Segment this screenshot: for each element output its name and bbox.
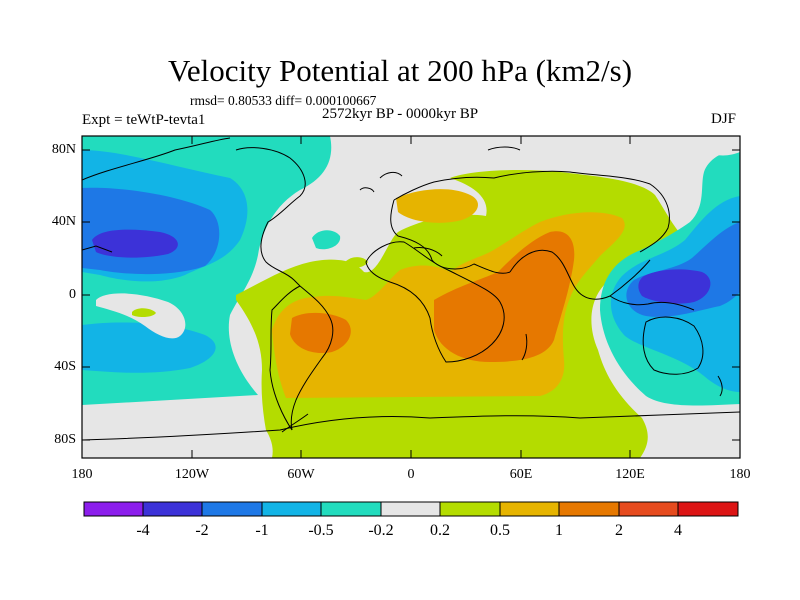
colorbar-swatch-1 bbox=[143, 502, 202, 516]
lon-ticks bbox=[81, 136, 741, 458]
colorbar-swatch-4 bbox=[321, 502, 381, 516]
lat-label-40s: 40S bbox=[54, 359, 76, 374]
region-atlantic-neg-spot bbox=[312, 230, 341, 250]
lat-label-40n: 40N bbox=[51, 214, 76, 229]
region-antarctic-neutral bbox=[82, 405, 273, 458]
colorbar-label-02: 0.2 bbox=[430, 522, 450, 539]
colorbar-label-neg2: -2 bbox=[195, 522, 209, 539]
colorbar-label-neg4: -4 bbox=[136, 522, 150, 539]
lon-label-180e: 180 bbox=[729, 467, 751, 482]
season-label: DJF bbox=[711, 111, 737, 127]
region-south-pacific-neg1 bbox=[82, 322, 216, 373]
colorbar-swatch-3 bbox=[262, 502, 321, 516]
region-positive-02-spot bbox=[345, 257, 368, 269]
colorbar-label-neg02: -0.2 bbox=[368, 522, 394, 539]
region-pacific-positive-spot bbox=[132, 308, 156, 318]
coastlines bbox=[82, 137, 740, 441]
region-east-neutral-top bbox=[700, 136, 740, 156]
lat-label-80n: 80N bbox=[51, 142, 76, 157]
region-east-pacific-neg4 bbox=[638, 269, 711, 304]
lat-label-0: 0 bbox=[69, 287, 76, 302]
lat-label-80s: 80S bbox=[54, 432, 76, 447]
lon-label-0: 0 bbox=[407, 467, 415, 482]
colorbar-swatch-8 bbox=[559, 502, 619, 516]
lat-ticks bbox=[82, 149, 740, 441]
colorbar-label-2: 2 bbox=[615, 522, 623, 539]
colorbar-swatch-10 bbox=[678, 502, 738, 516]
colorbar-swatch-7 bbox=[500, 502, 559, 516]
colorbar-label-1: 1 bbox=[555, 522, 563, 539]
region-positive-1-africa bbox=[434, 231, 575, 362]
lon-label-120e: 120E bbox=[615, 467, 645, 482]
colorbar-swatch-0 bbox=[84, 502, 143, 516]
colorbar-swatch-6 bbox=[440, 502, 500, 516]
colorbar bbox=[83, 501, 739, 517]
colorbar-swatch-5 bbox=[381, 502, 440, 516]
lon-label-60e: 60E bbox=[509, 467, 533, 482]
region-positive-05-north bbox=[396, 189, 479, 223]
colorbar-label-05: 0.5 bbox=[490, 522, 510, 539]
plot-title: Velocity Potential at 200 hPa (km2/s) bbox=[167, 53, 633, 88]
lon-label-120w: 120W bbox=[174, 467, 210, 482]
lon-label-60w: 60W bbox=[287, 467, 315, 482]
colorbar-swatch-9 bbox=[619, 502, 678, 516]
colorbar-label-neg1: -1 bbox=[255, 522, 269, 539]
region-positive-1-america bbox=[290, 312, 351, 354]
time-period-label: 2572kyr BP - 0000kyr BP bbox=[322, 106, 479, 122]
rmsd-diff-stats: rmsd= 0.80533 diff= 0.000100667 bbox=[190, 93, 377, 108]
experiment-label: Expt = teWtP-tevta1 bbox=[82, 112, 206, 128]
colorbar-label-neg05: -0.5 bbox=[308, 522, 334, 539]
velocity-potential-field bbox=[82, 136, 740, 458]
lon-label-180w: 180 bbox=[71, 467, 93, 482]
region-west-pacific-neg4 bbox=[92, 229, 178, 258]
colorbar-label-4: 4 bbox=[674, 522, 682, 539]
colorbar-swatch-2 bbox=[202, 502, 262, 516]
